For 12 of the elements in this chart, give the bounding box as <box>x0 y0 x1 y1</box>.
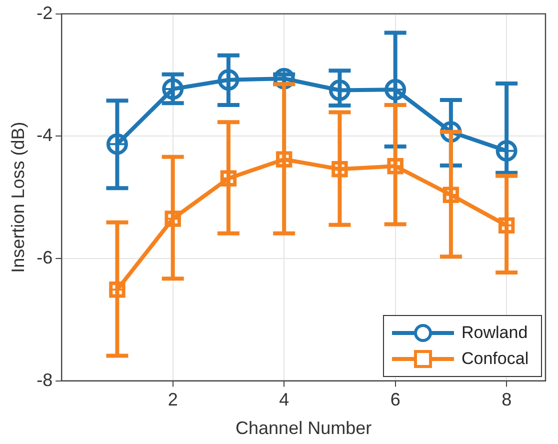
y-tick-label: -2 <box>36 2 53 23</box>
y-tick-label: -4 <box>36 125 53 146</box>
y-tick-label: -8 <box>36 370 53 390</box>
y-tick-label: -6 <box>36 247 53 268</box>
x-tick-label: 8 <box>502 390 512 410</box>
legend-label: Rowland <box>462 322 528 343</box>
y-axis-title: Insertion Loss (dB) <box>8 122 28 273</box>
x-tick-label: 6 <box>390 390 400 410</box>
x-tick-label: 2 <box>168 390 178 410</box>
x-tick-label: 4 <box>279 390 290 410</box>
x-axis-title: Channel Number <box>236 418 372 438</box>
legend-label: Confocal <box>462 348 529 369</box>
